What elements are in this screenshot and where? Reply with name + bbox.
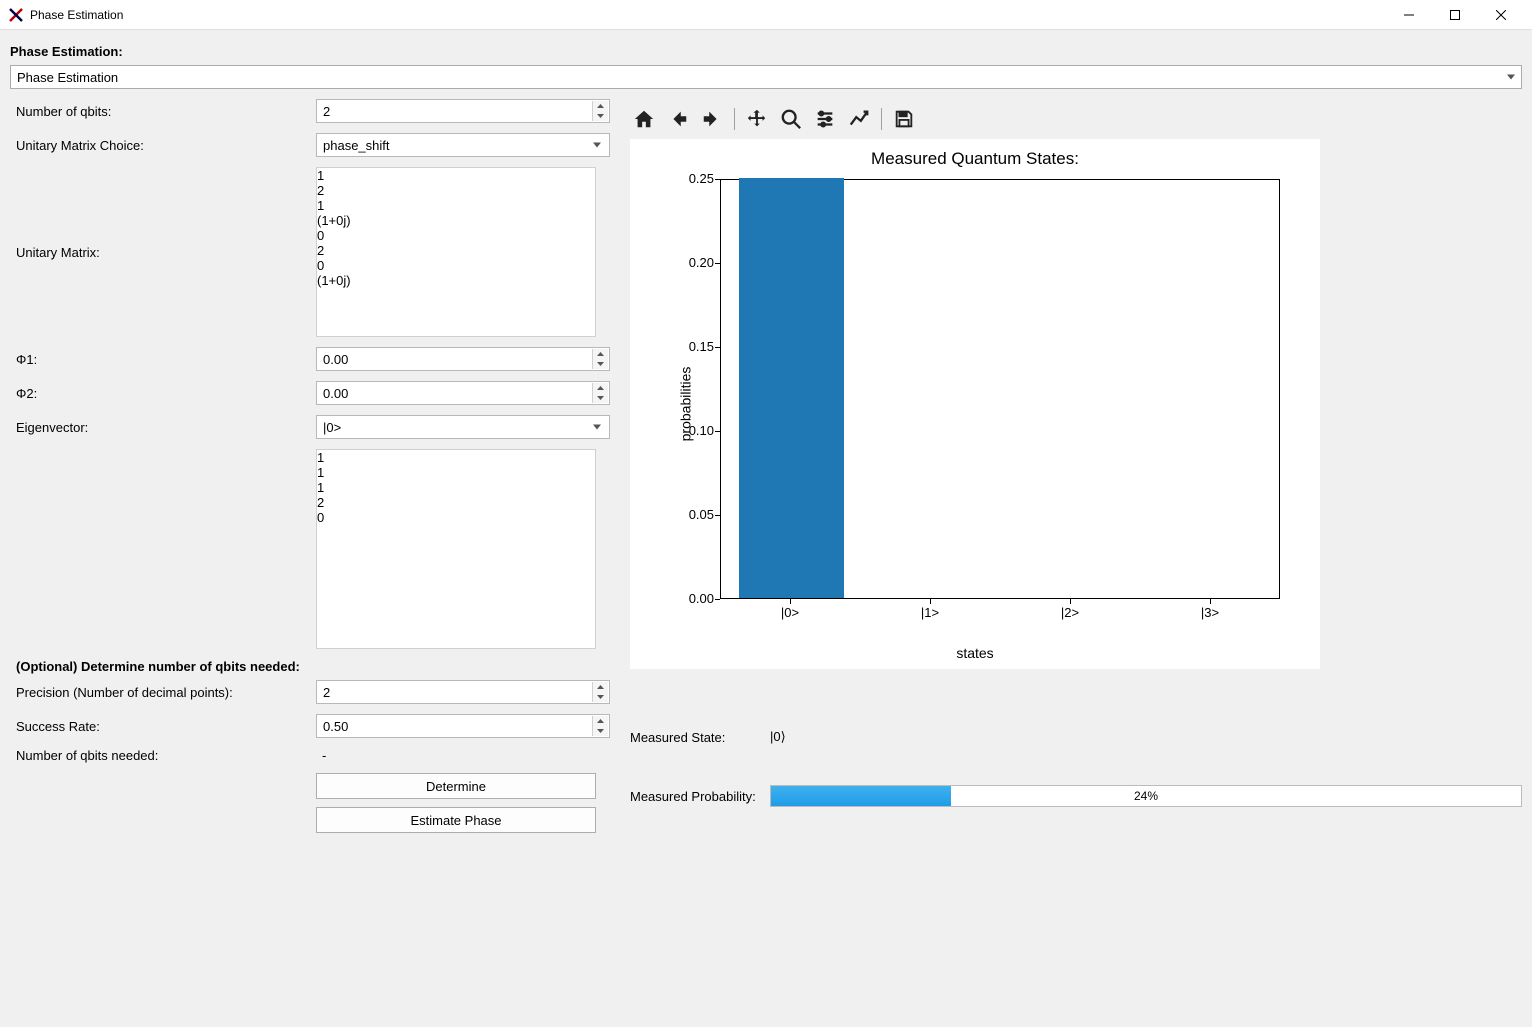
spinner-arrows[interactable] [592,349,608,369]
vector-cell[interactable]: 0 [317,510,439,525]
xtick-label: |1> [915,605,945,620]
chart-area: Measured Quantum States: probabilities s… [630,139,1320,669]
phi1-input[interactable]: 0.00 [316,347,610,371]
progress-text: 24% [1134,789,1158,803]
matrix-cell[interactable]: 0 [317,228,549,243]
unitary-choice-label: Unitary Matrix Choice: [16,138,316,153]
toolbar-separator [881,108,882,130]
forward-icon[interactable] [698,105,726,133]
ytick-label: 0.15 [689,339,714,354]
col-header: 1 [317,450,439,465]
unitary-matrix-table[interactable]: 1 2 1 (1+0j) 0 2 0 (1+0j) [316,167,596,337]
unitary-choice-value: phase_shift [323,138,390,153]
chart-bar [739,178,844,598]
minimize-button[interactable] [1386,0,1432,30]
titlebar: Phase Estimation [0,0,1532,30]
qbits-needed-value: - [316,748,326,763]
xtick-label: |2> [1055,605,1085,620]
measured-state-value: |0⟩ [770,729,786,745]
probability-progress: 24% [770,785,1522,807]
estimate-phase-button[interactable]: Estimate Phase [316,807,596,833]
ytick-label: 0.10 [689,423,714,438]
chevron-down-icon [1507,75,1515,80]
app-icon [8,7,24,23]
num-qbits-value: 2 [323,104,330,119]
num-qbits-input[interactable]: 2 [316,99,610,123]
precision-value: 2 [323,685,330,700]
matrix-cell[interactable]: (1+0j) [317,273,549,288]
spinner-arrows[interactable] [592,682,608,702]
determine-button[interactable]: Determine [316,773,596,799]
success-rate-label: Success Rate: [16,719,316,734]
eigenvector-table[interactable]: 1 1 1 2 0 [316,449,596,649]
eigenvector-label: Eigenvector: [16,420,316,435]
num-qbits-label: Number of qbits: [16,104,316,119]
zoom-icon[interactable] [777,105,805,133]
phi2-label: Φ2: [16,386,316,401]
results-panel: Measured Quantum States: probabilities s… [630,99,1522,851]
window-controls [1386,0,1524,30]
qbits-needed-label: Number of qbits needed: [16,748,316,763]
progress-fill [771,786,951,806]
spinner-arrows[interactable] [592,716,608,736]
precision-label: Precision (Number of decimal points): [16,685,316,700]
xtick-label: |3> [1195,605,1225,620]
content-area: Phase Estimation: Phase Estimation Numbe… [0,30,1532,861]
save-icon[interactable] [890,105,918,133]
col-header: 1 [317,168,549,183]
chart-xlabel: states [956,645,993,661]
configure-icon[interactable] [811,105,839,133]
optional-heading: (Optional) Determine number of qbits nee… [16,659,610,674]
chart-title: Measured Quantum States: [640,149,1310,169]
col-header: 2 [317,183,549,198]
ytick-label: 0.05 [689,507,714,522]
matrix-cell[interactable]: 0 [317,258,549,273]
row-header: 2 [317,243,549,258]
plot-box [720,179,1280,599]
plot-toolbar [630,99,1522,139]
spinner-arrows[interactable] [592,101,608,121]
measured-prob-label: Measured Probability: [630,789,770,804]
success-rate-input[interactable]: 0.50 [316,714,610,738]
form-panel: Number of qbits: 2 Unitary Matrix Choice… [10,99,610,851]
eigenvector-value: |0> [323,420,341,435]
maximize-button[interactable] [1432,0,1478,30]
row-header: 2 [317,495,439,510]
eigenvector-select[interactable]: |0> [316,415,610,439]
row-header: 1 [317,198,549,213]
unitary-choice-select[interactable]: phase_shift [316,133,610,157]
page-heading: Phase Estimation: [10,44,1522,59]
ytick-label: 0.00 [689,591,714,606]
ytick-label: 0.25 [689,171,714,186]
spinner-arrows[interactable] [592,383,608,403]
phi2-value: 0.00 [323,386,348,401]
chevron-down-icon [593,143,601,148]
home-icon[interactable] [630,105,658,133]
ytick-label: 0.20 [689,255,714,270]
phi2-input[interactable]: 0.00 [316,381,610,405]
xtick-label: |0> [775,605,805,620]
edit-axes-icon[interactable] [845,105,873,133]
algorithm-select-value: Phase Estimation [17,70,118,85]
row-header: 1 [317,465,439,480]
measured-state-label: Measured State: [630,730,770,745]
unitary-matrix-label: Unitary Matrix: [16,245,316,260]
algorithm-select[interactable]: Phase Estimation [10,65,1522,89]
phi1-value: 0.00 [323,352,348,367]
chevron-down-icon [593,425,601,430]
precision-input[interactable]: 2 [316,680,610,704]
close-button[interactable] [1478,0,1524,30]
pan-icon[interactable] [743,105,771,133]
success-rate-value: 0.50 [323,719,348,734]
toolbar-separator [734,108,735,130]
vector-cell[interactable]: 1 [317,480,439,495]
matrix-cell[interactable]: (1+0j) [317,213,549,228]
window-title: Phase Estimation [30,8,1386,22]
back-icon[interactable] [664,105,692,133]
phi1-label: Φ1: [16,352,316,367]
